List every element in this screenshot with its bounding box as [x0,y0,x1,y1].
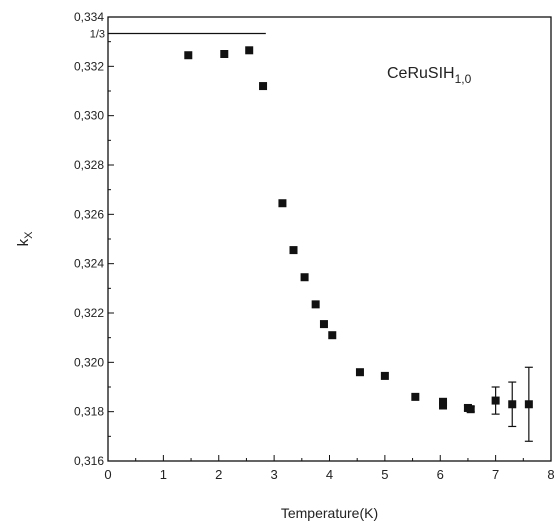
y-tick-label: 0,334 [74,10,104,24]
x-tick-label: 3 [271,467,278,482]
reference-line-label: 1/3 [90,29,105,41]
x-tick-label: 4 [326,467,333,482]
y-tick-label: 0,324 [74,257,104,271]
data-point [466,405,475,414]
y-axis-label: kX [15,231,35,247]
x-tick-label: 6 [437,467,444,482]
x-tick-label: 5 [381,467,388,482]
data-point [220,50,229,58]
x-tick-label: 8 [547,467,554,482]
y-axis-label-subscript: X [23,231,35,239]
y-tick-label: 0,316 [74,454,104,468]
data-point [311,300,320,309]
data-point [300,273,309,282]
y-tick-label: 0,332 [74,59,104,73]
data-point [319,320,328,329]
data-point [411,392,420,401]
x-tick-label: 7 [492,467,499,482]
x-tick-label: 1 [160,467,167,482]
data-point [259,82,268,91]
data-point [328,331,337,340]
data-point [380,371,389,380]
plot-frame [107,16,552,462]
x-axis-label: Temperature(K) [281,505,378,521]
data-point [439,401,448,410]
data-point [289,246,298,255]
data-point [524,400,533,409]
y-tick-label: 0,328 [74,158,104,172]
data-point [278,199,287,208]
y-tick-label: 0,326 [74,207,104,221]
compound-annotation-main: CeRuSIH [387,65,455,82]
y-tick-label: 0,330 [74,109,104,123]
data-point [491,396,500,405]
data-point [184,51,193,60]
compound-annotation: CeRuSIH1,0 [387,65,472,86]
y-tick-label: 0,322 [74,306,104,320]
x-tick-label: 2 [215,467,222,482]
marks-layer [108,32,533,442]
y-tick-label: 0,320 [74,355,104,369]
data-point [245,46,254,55]
data-point [508,400,517,409]
x-tick-label: 0 [104,467,111,482]
data-point [355,368,364,377]
y-tick-label: 0,318 [74,405,104,419]
ticks-layer: 0 1 2 3 4 5 6 7 8 0,316 0,318 0,320 0,322 0,324 0,326 0… [74,10,555,482]
compound-annotation-subscript: 1,0 [455,72,472,86]
y-axis-label-main: k [15,238,32,246]
